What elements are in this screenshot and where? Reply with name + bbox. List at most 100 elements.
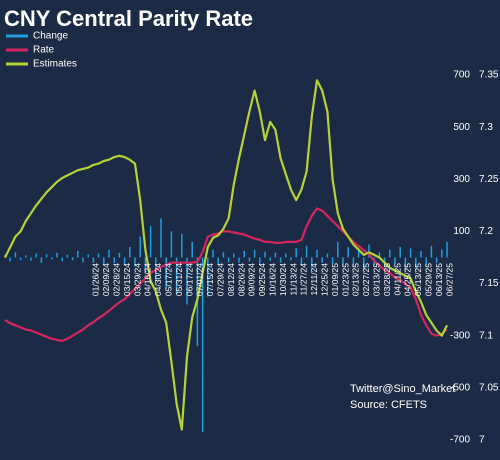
series-line	[4, 207, 448, 342]
x-tick-label: 06/17/24	[184, 263, 194, 296]
change-bar	[35, 253, 37, 258]
y2-tick-label: 7.15	[479, 278, 499, 289]
x-tick-label: 07/15/24	[205, 263, 215, 296]
x-tick-label: 03/28/25	[382, 263, 392, 296]
change-bar	[404, 257, 407, 271]
change-bar	[14, 252, 17, 258]
x-tick-label: 05/31/24	[174, 263, 184, 296]
x-tick-label: 11/13/24	[288, 263, 298, 296]
change-bar	[435, 257, 438, 263]
change-bar	[425, 257, 427, 266]
y-tick-label: -700	[450, 435, 470, 446]
change-bar	[389, 249, 391, 258]
change-bar	[394, 257, 396, 265]
change-bar	[82, 257, 84, 263]
y2-tick-label: 7.05	[479, 382, 499, 393]
y2-tick-label: 7	[479, 435, 485, 446]
change-bar	[269, 257, 271, 261]
change-bar	[129, 247, 131, 258]
change-bar	[264, 251, 266, 258]
change-bar	[311, 257, 313, 268]
change-bar	[285, 253, 287, 258]
change-bar	[77, 250, 79, 258]
change-bar	[201, 257, 204, 433]
change-bar	[368, 244, 370, 258]
x-tick-label: 05/29/25	[423, 263, 433, 296]
y-tick-label: -500	[450, 382, 470, 393]
change-bar	[123, 257, 126, 266]
change-bar	[300, 257, 303, 266]
change-bar	[160, 218, 162, 258]
change-bar	[175, 257, 178, 294]
change-bar	[337, 241, 339, 258]
y2-tick-label: 7.25	[479, 174, 499, 185]
change-bar	[259, 257, 261, 265]
change-bar	[9, 257, 11, 262]
change-bar	[134, 257, 136, 267]
change-bar	[61, 257, 63, 262]
x-tick-label: 04/16/24	[143, 263, 153, 296]
change-bar	[321, 257, 323, 263]
x-tick-label: 02/28/24	[111, 263, 121, 296]
change-bar	[113, 257, 115, 264]
x-tick-label: 02/09/24	[101, 263, 111, 296]
change-bar	[87, 254, 89, 258]
x-tick-label: 10/30/24	[278, 263, 288, 296]
change-bar	[217, 257, 219, 265]
change-bar	[238, 257, 240, 263]
change-bar	[352, 257, 355, 267]
x-tick-label: 10/16/24	[267, 263, 277, 296]
change-bar	[420, 250, 422, 258]
change-bar	[66, 254, 69, 258]
x-tick-label: 04/11/25	[392, 263, 402, 296]
change-bar	[139, 236, 141, 258]
x-tick-label: 07/29/24	[215, 263, 225, 296]
annotation: Source: CFETS	[350, 399, 427, 411]
change-bar	[118, 252, 121, 258]
change-bar	[363, 257, 365, 270]
x-tick-label: 09/25/24	[257, 263, 267, 296]
change-bar	[279, 257, 282, 263]
x-tick-label: 07/01/24	[195, 263, 205, 296]
change-bar	[441, 249, 443, 258]
change-bar	[295, 248, 297, 258]
change-bar	[347, 247, 349, 258]
x-tick-label: 04/25/25	[403, 263, 413, 296]
change-bar	[108, 249, 110, 258]
x-tick-label: 06/27/25	[444, 263, 454, 296]
change-bar	[253, 249, 256, 258]
y2-tick-label: 7.2	[479, 226, 493, 237]
y2-tick-label: 7.3	[479, 122, 493, 133]
change-bar	[222, 252, 225, 258]
y-tick-label: 700	[453, 70, 470, 81]
x-tick-label: 03/13/25	[371, 263, 381, 296]
x-tick-label: 05/13/25	[413, 263, 423, 296]
change-bar	[248, 257, 251, 262]
x-tick-label: 11/27/24	[299, 263, 309, 296]
x-tick-label: 06/13/25	[434, 263, 444, 296]
change-bar	[243, 250, 245, 258]
change-bar	[331, 257, 334, 265]
x-tick-label: 01/09/25	[330, 263, 340, 296]
change-bar	[97, 253, 100, 258]
change-bar	[149, 226, 152, 258]
change-bar	[25, 255, 27, 258]
change-bar	[207, 257, 209, 297]
change-bar	[316, 249, 318, 258]
change-bar	[233, 253, 235, 258]
change-bar	[92, 257, 95, 263]
x-tick-label: 03/29/24	[132, 263, 142, 296]
legend-label: Rate	[33, 45, 55, 56]
x-tick-label: 12/25/24	[319, 263, 329, 296]
change-bar	[326, 253, 329, 258]
change-bar	[56, 252, 58, 258]
x-tick-label: 12/11/24	[309, 263, 319, 296]
y-tick-label: 500	[453, 122, 470, 133]
change-bar	[30, 257, 32, 261]
change-bar	[144, 257, 147, 274]
x-tick-label: 05/17/24	[163, 263, 173, 296]
x-tick-label: 01/23/25	[340, 263, 350, 296]
change-bar	[165, 257, 167, 289]
x-tick-label: 03/15/24	[122, 263, 132, 296]
change-bar	[415, 257, 417, 268]
